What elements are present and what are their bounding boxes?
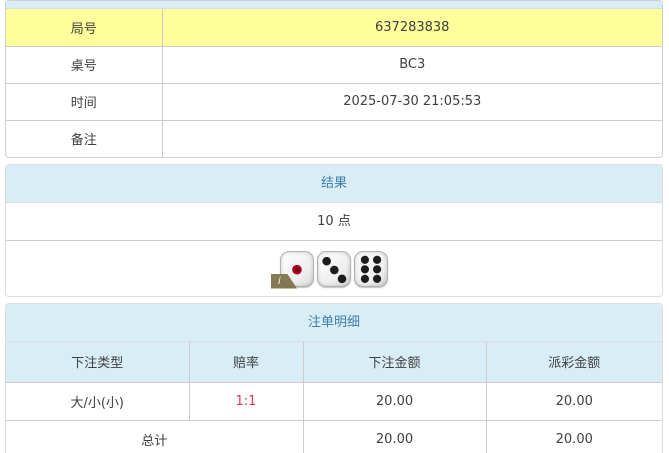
payout-amount-value: 20.00 xyxy=(485,381,662,421)
die-2-icon xyxy=(317,250,351,287)
col-header-payout-amount: 派彩金额 xyxy=(485,341,662,383)
table-row: 局号 637283838 xyxy=(6,8,662,47)
result-panel: 结果 10 点 i xyxy=(5,164,663,297)
table-number-value: BC3 xyxy=(161,45,662,84)
remark-value xyxy=(161,119,662,157)
time-label: 时间 xyxy=(6,82,163,121)
odds-value: 1:1 xyxy=(188,381,304,421)
result-panel-title: 结果 xyxy=(6,165,662,203)
die-1-icon: i xyxy=(271,250,314,289)
total-payout-amount: 20.00 xyxy=(485,419,662,453)
remark-label: 备注 xyxy=(6,119,163,157)
col-header-bet-amount: 下注金额 xyxy=(302,341,487,383)
bet-amount-value: 20.00 xyxy=(302,381,487,421)
col-header-bet-type: 下注类型 xyxy=(6,341,190,383)
game-info-panel: 局号 637283838 桌号 BC3 时间 2025-07-30 21:05:… xyxy=(5,0,663,158)
col-header-odds: 赔率 xyxy=(188,341,304,383)
total-row: 总计 20.00 20.00 xyxy=(6,419,662,453)
result-points: 10 点 xyxy=(6,203,662,241)
bet-details-panel: 注单明细 下注类型 赔率 下注金额 派彩金额 大/小(小) 1:1 20.00 … xyxy=(5,303,663,453)
table-row: 时间 2025-07-30 21:05:53 xyxy=(6,82,662,121)
table-number-label: 桌号 xyxy=(6,45,163,84)
game-number-value: 637283838 xyxy=(161,8,662,47)
bet-details-table: 下注类型 赔率 下注金额 派彩金额 大/小(小) 1:1 20.00 20.00… xyxy=(6,341,662,453)
table-header-row: 下注类型 赔率 下注金额 派彩金额 xyxy=(6,341,662,383)
total-bet-amount: 20.00 xyxy=(302,419,487,453)
bet-type-value: 大/小(小) xyxy=(6,381,190,421)
game-info-header-strip xyxy=(6,1,662,9)
die-3-icon xyxy=(354,250,388,287)
time-value: 2025-07-30 21:05:53 xyxy=(161,82,662,121)
dice-row: i xyxy=(6,241,662,296)
table-row: 备注 xyxy=(6,119,662,157)
total-label: 总计 xyxy=(6,419,304,453)
info-badge-icon[interactable]: i xyxy=(271,273,297,289)
table-row: 大/小(小) 1:1 20.00 20.00 xyxy=(6,381,662,421)
game-number-label: 局号 xyxy=(6,8,163,47)
game-info-table: 局号 637283838 桌号 BC3 时间 2025-07-30 21:05:… xyxy=(6,8,662,157)
table-row: 桌号 BC3 xyxy=(6,45,662,84)
bet-details-title: 注单明细 xyxy=(6,304,662,342)
